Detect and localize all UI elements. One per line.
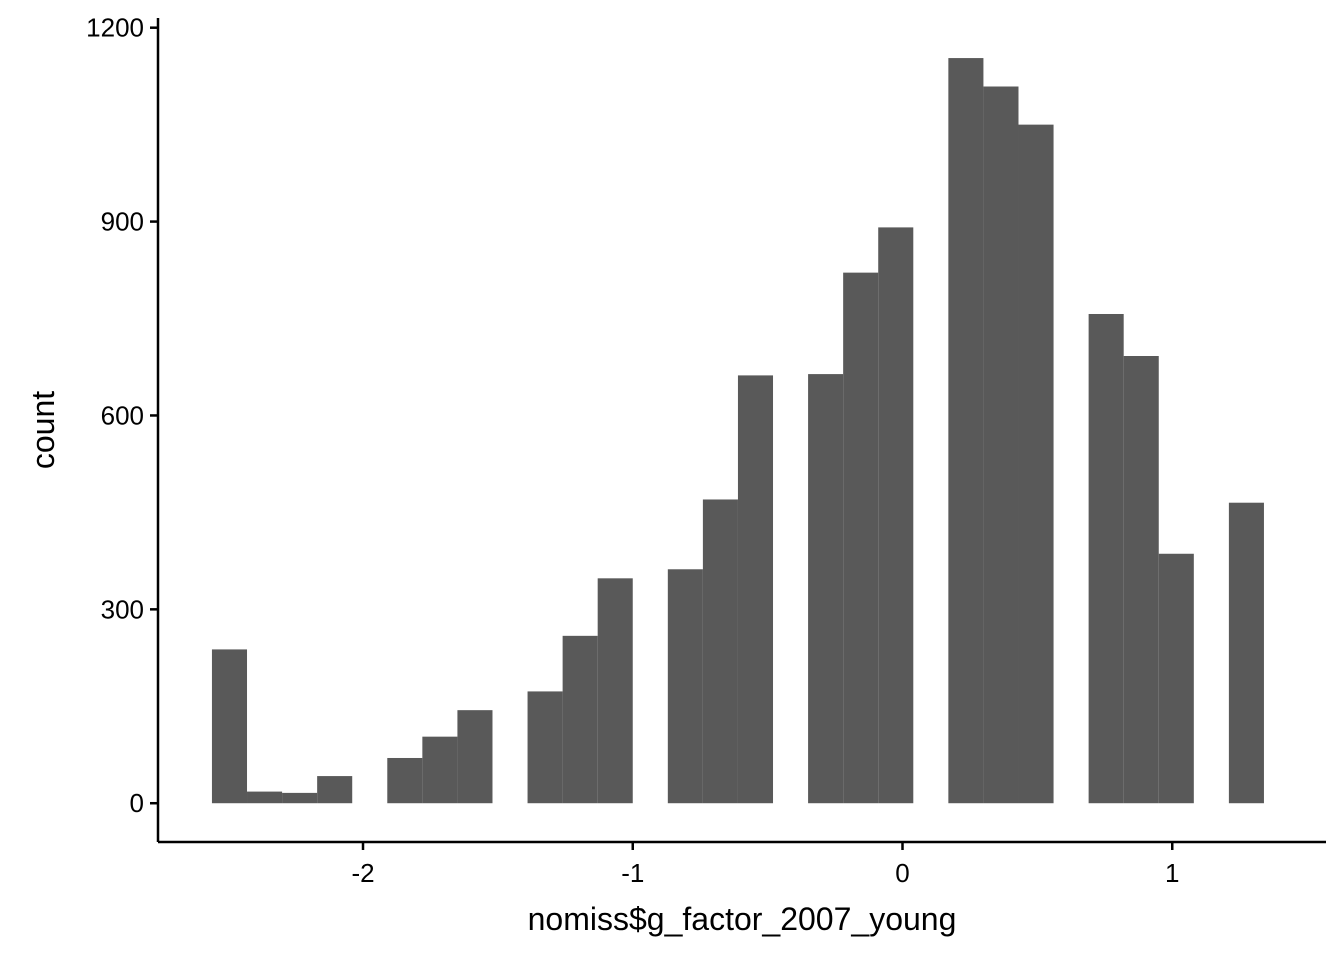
- y-axis-ticks: 0 300 600 900 1200: [86, 13, 158, 818]
- histogram-bar-22: [983, 86, 1019, 804]
- histogram-bar-23: [1018, 124, 1054, 804]
- histogram-bar-9: [527, 691, 563, 804]
- histogram-bar-3: [317, 776, 353, 804]
- y-tick-label-3: 900: [101, 207, 144, 237]
- histogram-bar-14: [702, 499, 738, 804]
- histogram-bar-18: [843, 272, 879, 804]
- y-tick-label-4: 1200: [86, 13, 144, 43]
- histogram-bar-21: [948, 58, 984, 804]
- histogram-bar-0: [211, 649, 248, 804]
- histogram-bar-29: [1228, 502, 1264, 804]
- histogram-bar-27: [1158, 553, 1194, 804]
- x-tick-label-2: 0: [895, 858, 909, 888]
- y-tick-label-1: 300: [101, 594, 144, 624]
- histogram-bar-15: [737, 375, 774, 804]
- histogram-bars: [211, 58, 1264, 804]
- x-axis-ticks: -2 -1 0 1: [351, 842, 1179, 888]
- x-tick-label-1: -1: [621, 858, 644, 888]
- histogram-bar-1: [247, 791, 283, 804]
- histogram-bar-26: [1123, 356, 1159, 804]
- histogram-bar-10: [562, 635, 598, 804]
- histogram-bar-6: [422, 736, 458, 804]
- x-axis-title: nomiss$g_factor_2007_young: [528, 901, 957, 937]
- x-tick-label-0: -2: [351, 858, 374, 888]
- x-tick-label-3: 1: [1165, 858, 1179, 888]
- histogram-bar-19: [878, 227, 914, 804]
- histogram-bar-17: [808, 374, 844, 804]
- histogram-bar-11: [597, 578, 633, 804]
- histogram-bar-13: [667, 569, 703, 804]
- y-tick-label-2: 600: [101, 400, 144, 430]
- histogram-bar-7: [457, 710, 493, 804]
- y-tick-label-0: 0: [130, 788, 144, 818]
- y-axis-title: count: [25, 391, 61, 469]
- histogram-bar-25: [1088, 313, 1124, 804]
- histogram-bar-2: [282, 792, 318, 804]
- histogram-bar-5: [387, 757, 423, 804]
